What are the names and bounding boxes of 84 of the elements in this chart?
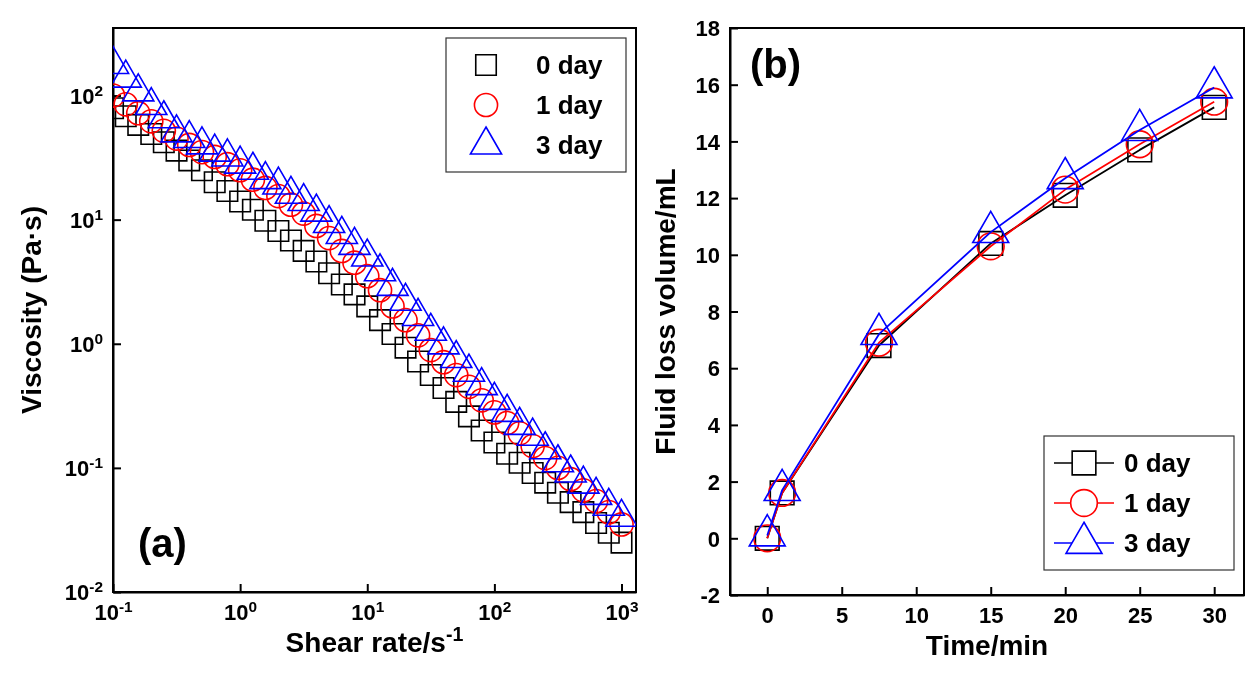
y-tick-label: -2 bbox=[700, 583, 720, 609]
y-tick-label: 10$^{0}$ bbox=[69, 329, 103, 357]
point bbox=[356, 295, 379, 318]
point bbox=[152, 131, 175, 154]
x-tick-label: 10$^{3}$ bbox=[605, 597, 639, 625]
y-tick-label: 4 bbox=[707, 413, 721, 439]
point bbox=[445, 390, 468, 413]
point bbox=[457, 405, 481, 428]
point bbox=[380, 294, 405, 319]
point bbox=[368, 309, 392, 332]
y-tick-label: 0 bbox=[707, 526, 720, 552]
point bbox=[203, 171, 226, 194]
x-tick-label: 20 bbox=[1053, 603, 1078, 628]
y-axis-title: Viscosity (Pa·s) bbox=[16, 205, 47, 415]
point bbox=[521, 461, 544, 485]
x-axis-title: Shear rate/s$^{-1}$ bbox=[285, 623, 464, 658]
point bbox=[279, 229, 302, 252]
y-tick-label: 2 bbox=[707, 469, 720, 495]
point bbox=[1200, 87, 1229, 116]
point bbox=[140, 122, 163, 146]
legend-label: 0 day bbox=[1124, 448, 1192, 479]
x-tick-label: 5 bbox=[836, 603, 849, 628]
x-tick-label: 0 bbox=[761, 603, 774, 628]
legend-label: 3 day bbox=[1124, 528, 1192, 559]
point bbox=[1125, 130, 1154, 159]
point bbox=[1127, 137, 1153, 163]
y-tick-label: 10$^{-1}$ bbox=[64, 453, 104, 482]
x-tick-label: 15 bbox=[978, 603, 1004, 628]
point bbox=[305, 250, 328, 273]
point bbox=[178, 149, 201, 172]
y-tick-label: 16 bbox=[695, 72, 720, 98]
x-tick-label: 10 bbox=[904, 603, 929, 628]
y-tick-label: 10 bbox=[695, 243, 720, 268]
point bbox=[585, 511, 608, 534]
point bbox=[318, 262, 341, 285]
point bbox=[254, 209, 277, 232]
y-tick-label: 8 bbox=[707, 299, 720, 325]
x-tick-label: 10$^{1}$ bbox=[351, 597, 385, 625]
y-tick-label: 14 bbox=[695, 129, 721, 155]
x-axis-title: Time/min bbox=[925, 630, 1049, 661]
x-tick-label: 10$^{0}$ bbox=[224, 597, 258, 625]
point bbox=[508, 451, 531, 474]
x-tick-label: 25 bbox=[1127, 603, 1153, 628]
point bbox=[165, 139, 188, 162]
point bbox=[114, 105, 137, 128]
x-tick-label: 30 bbox=[1202, 603, 1227, 628]
point bbox=[407, 350, 430, 373]
point bbox=[483, 431, 506, 454]
point bbox=[496, 442, 519, 465]
point bbox=[394, 336, 417, 359]
annotation: (a) bbox=[138, 521, 187, 565]
y-tick-label: 12 bbox=[695, 186, 720, 212]
legend-label: 1 day bbox=[536, 90, 604, 121]
y-tick-label: 18 bbox=[695, 16, 720, 42]
point bbox=[381, 322, 404, 345]
point bbox=[1201, 94, 1227, 121]
point bbox=[216, 180, 239, 203]
y-tick-label: 10$^{1}$ bbox=[69, 205, 104, 233]
legend-label: 3 day bbox=[536, 130, 604, 161]
point bbox=[292, 239, 315, 262]
point bbox=[343, 283, 366, 306]
point bbox=[113, 91, 139, 117]
point bbox=[229, 190, 252, 213]
legend-label: 1 day bbox=[1124, 488, 1192, 519]
point bbox=[559, 491, 582, 514]
point bbox=[1051, 175, 1080, 204]
y-tick-label: 6 bbox=[707, 356, 720, 382]
legend-label: 0 day bbox=[536, 50, 604, 81]
point bbox=[241, 198, 264, 221]
annotation: (b) bbox=[750, 42, 802, 86]
point bbox=[432, 376, 455, 400]
point bbox=[267, 219, 290, 243]
point bbox=[190, 159, 214, 182]
y-tick-label: 10$^{2}$ bbox=[69, 81, 103, 109]
y-axis-title: Fluid loss volume/mL bbox=[650, 168, 681, 455]
x-tick-label: 10$^{2}$ bbox=[478, 597, 512, 625]
point bbox=[330, 273, 353, 296]
point bbox=[419, 363, 442, 387]
point bbox=[610, 531, 633, 554]
point bbox=[470, 419, 493, 442]
point bbox=[572, 501, 595, 524]
point bbox=[125, 100, 151, 126]
point bbox=[1052, 182, 1078, 208]
point bbox=[597, 521, 620, 544]
